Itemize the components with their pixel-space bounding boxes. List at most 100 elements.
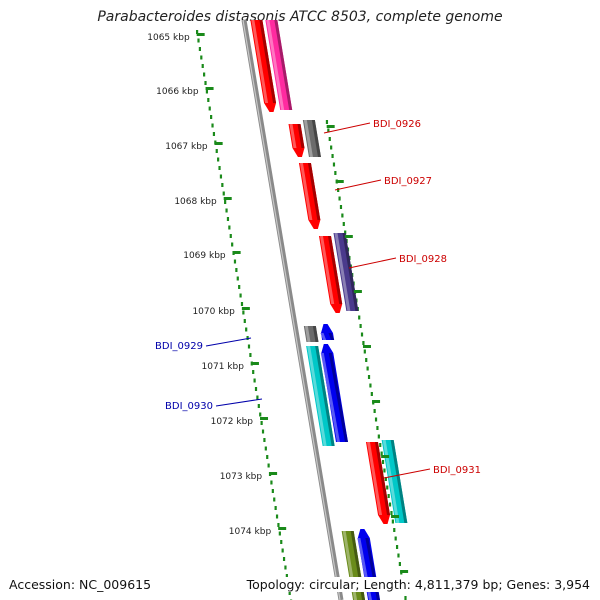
gene-bar[interactable] — [306, 346, 335, 446]
kbp-tick — [232, 251, 241, 254]
scale-dot — [204, 81, 207, 85]
scale-dot — [270, 480, 273, 485]
scale-dot — [198, 47, 202, 51]
scale-dot — [393, 528, 396, 532]
scale-dot — [239, 293, 242, 298]
gene-bar[interactable] — [381, 440, 408, 523]
gene-label-leader — [205, 337, 252, 347]
scale-dot — [331, 154, 334, 158]
scale-dot — [394, 536, 397, 541]
scale-dot — [381, 460, 385, 464]
kbp-label: 1067 kbp — [165, 142, 208, 152]
kbp-tick — [214, 142, 223, 145]
scale-dot — [339, 205, 343, 209]
gene-label[interactable]: BDI_0929 — [155, 341, 203, 352]
gene-arrow[interactable] — [320, 344, 348, 442]
kbp-tick — [205, 87, 214, 90]
scale-dot — [273, 497, 276, 502]
scale-dot — [397, 553, 400, 558]
scale-dot — [222, 191, 225, 196]
scale-dot — [360, 332, 364, 337]
scale-dot — [404, 596, 407, 600]
backbone-line — [241, 19, 344, 600]
scale-dot — [240, 302, 244, 306]
scale-dot — [219, 174, 223, 179]
scale-dot — [238, 285, 241, 289]
gene-labels: BDI_0926 BDI_0927 BDI_0928 BDI_0929 BDI_0930… — [155, 119, 481, 479]
gene-arrow[interactable] — [288, 124, 305, 157]
scale-dot — [218, 166, 221, 170]
scale-dot — [328, 137, 331, 141]
gene-label[interactable]: BDI_0928 — [399, 254, 447, 265]
scale-dot — [225, 208, 228, 213]
scale-dot — [226, 217, 230, 221]
scale-dot — [367, 375, 371, 379]
scale-dot — [384, 477, 387, 481]
scale-dot — [398, 562, 401, 566]
scale-dot — [388, 502, 392, 507]
scale-dot — [208, 106, 211, 111]
scale-dot — [229, 234, 232, 238]
scale-dot — [256, 395, 259, 400]
gene-bar[interactable] — [265, 20, 293, 110]
scale-dot — [201, 64, 204, 68]
gene-arrow[interactable] — [298, 163, 321, 229]
gene-label[interactable]: BDI_0930 — [165, 401, 213, 412]
scale-dot — [224, 200, 227, 204]
scale-dot — [274, 506, 277, 510]
scale-dot — [261, 429, 265, 434]
kbp-tick — [260, 417, 269, 420]
scale-dot — [386, 485, 389, 490]
scale-dot — [365, 358, 368, 362]
kbp-tick — [223, 197, 232, 200]
scale-dot — [359, 324, 362, 328]
scale-dot — [259, 412, 262, 417]
scale-dot — [197, 38, 200, 43]
scale-dot — [383, 468, 386, 473]
scale-dot — [257, 404, 260, 408]
kbp-ticks: 1065 kbp 1066 kbp 1067 kbp 1068 kbp 1069 kbp… — [147, 33, 409, 593]
scale-dot — [369, 383, 372, 388]
scale-dot — [260, 421, 263, 425]
kbp-tick — [241, 307, 250, 310]
gene-arrow[interactable] — [318, 236, 343, 313]
scale-dot — [267, 463, 270, 468]
scale-dot — [332, 162, 336, 167]
scale-dot — [327, 128, 330, 133]
kbp-label: 1066 kbp — [156, 87, 199, 97]
gene-label[interactable]: BDI_0931 — [433, 465, 481, 476]
scale-dot — [211, 123, 214, 128]
scale-tick — [335, 180, 344, 183]
gene-arrow[interactable] — [365, 442, 391, 524]
scale-dot — [266, 455, 269, 459]
gene-label[interactable]: BDI_0926 — [373, 119, 421, 130]
scale-dot — [215, 149, 218, 153]
scale-dot — [338, 196, 341, 201]
scale-tick — [353, 290, 362, 293]
gene-arrow[interactable] — [320, 324, 335, 340]
scale-dot — [325, 120, 329, 124]
scale-dot — [280, 540, 283, 544]
scale-dot — [395, 545, 399, 549]
gene-label-leader — [334, 179, 382, 191]
scale-dot — [373, 409, 376, 413]
topology-label: Topology: circular; Length: 4,811,379 bp… — [242, 577, 590, 592]
map-title: Parabacteroides distasonis ATCC 8503, co… — [97, 9, 503, 25]
gene-label-leader — [383, 468, 431, 479]
scale-dot — [342, 222, 345, 226]
scale-dot — [263, 438, 266, 442]
genome-backbone — [241, 19, 344, 600]
scale-dot — [264, 446, 267, 451]
scale-dot — [205, 89, 209, 94]
gene-label[interactable]: BDI_0927 — [384, 176, 432, 187]
gene-label-leader — [348, 257, 397, 269]
scale-dot — [284, 565, 287, 570]
kbp-tick — [196, 33, 205, 36]
scale-dot — [207, 98, 210, 102]
scale-dot — [334, 171, 337, 175]
gene-arrow[interactable] — [250, 20, 277, 112]
gene-bar[interactable] — [302, 120, 321, 157]
gene-bar[interactable] — [303, 326, 319, 342]
scale-dot — [377, 434, 380, 439]
scale-dot — [341, 213, 344, 218]
